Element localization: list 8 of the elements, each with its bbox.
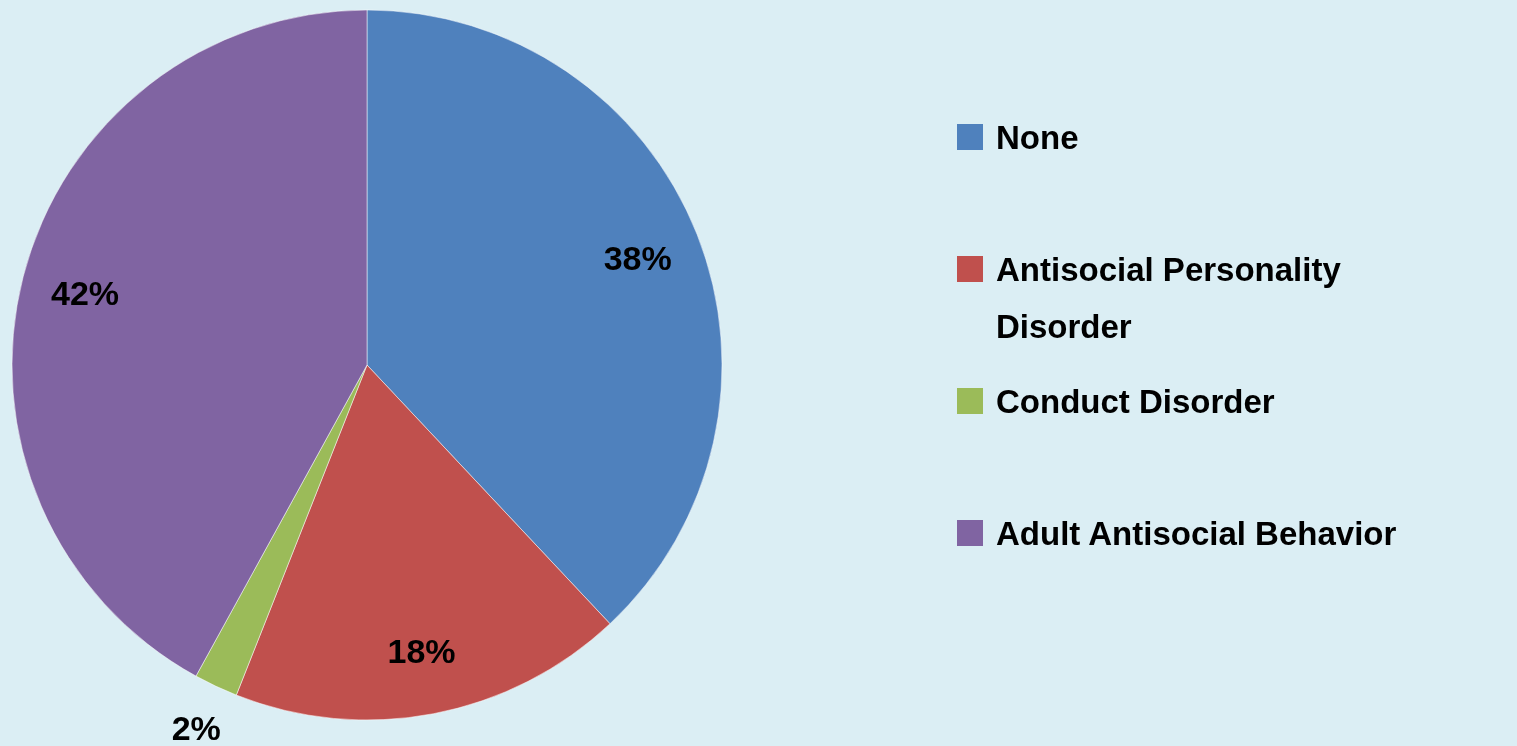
legend-label: Adult Antisocial Behavior (996, 514, 1397, 552)
data-label: 42% (51, 273, 120, 312)
data-label: 2% (171, 708, 221, 746)
legend-label: Antisocial Personality Disorder (996, 250, 1342, 345)
legend-label: None (996, 118, 1079, 156)
data-label: 38% (603, 238, 672, 277)
legend-label: Conduct Disorder (996, 382, 1275, 420)
data-label: 18% (387, 631, 456, 670)
